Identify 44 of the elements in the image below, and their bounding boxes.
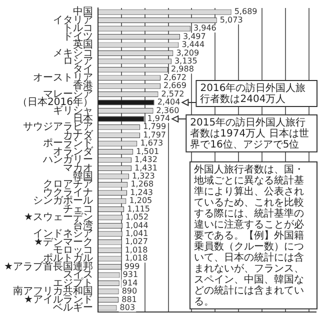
data-label: 1,797 bbox=[143, 130, 166, 140]
data-label: 1,243 bbox=[130, 188, 154, 197]
data-label: 1,205 bbox=[129, 196, 152, 206]
data-label: 3,209 bbox=[176, 48, 200, 58]
data-label: 2,404 bbox=[157, 98, 180, 107]
y-tick-label: 英国 bbox=[72, 38, 93, 51]
data-label: 1,052 bbox=[126, 212, 149, 222]
data-label: 1,115 bbox=[127, 204, 150, 214]
data-label: 3,946 bbox=[193, 24, 216, 33]
data-label: 1,974 bbox=[147, 114, 170, 123]
data-label: 1,431 bbox=[134, 163, 158, 172]
y-tick-label: イタリア bbox=[52, 14, 93, 26]
text: 外国人旅行者数は、国・地域ごとに異なる統計基準により算出、公表されているため、これを比較する際には、統計基準の違いに注意することが必要である。【例】外国籍乗員数（クルー数）について、日本の統計には含まれないが、フランス、スペイン、中国、韓国などの統計には含まれている。 bbox=[194, 164, 304, 308]
data-label: 3,135 bbox=[174, 56, 198, 66]
data-label: 3,444 bbox=[182, 40, 205, 50]
data-label: 2,572 bbox=[161, 89, 184, 98]
annotation: 2015年の訪日外国人旅行者数は1974万人 日本は世界で16位、アジアで5位 bbox=[190, 116, 309, 151]
data-label: 1,323 bbox=[132, 172, 155, 181]
data-label: 2,988 bbox=[171, 64, 194, 74]
data-label: 1,799 bbox=[143, 122, 166, 132]
y-tick-label: 台湾 bbox=[72, 219, 93, 232]
data-label: 890 bbox=[122, 286, 138, 296]
data-label: 1,018 bbox=[124, 245, 148, 254]
data-label: 881 bbox=[122, 294, 137, 304]
data-label: 5,689 bbox=[234, 7, 258, 16]
annotation: 2016年の訪日外国人旅行者数は2404万人 bbox=[200, 82, 306, 106]
data-label: 2,669 bbox=[164, 81, 186, 90]
data-label: 1,673 bbox=[140, 138, 164, 148]
data-label: 803 bbox=[120, 302, 136, 312]
data-label: 2,672 bbox=[164, 72, 187, 82]
data-label: 5,073 bbox=[220, 15, 243, 24]
data-label: 1,501 bbox=[136, 146, 160, 156]
data-label: 3,497 bbox=[182, 32, 206, 41]
data-label: 1,027 bbox=[125, 237, 148, 246]
data-label: 1,432 bbox=[134, 155, 158, 164]
y-tick-label: ★デンマーク bbox=[34, 236, 93, 248]
data-label: 1,041 bbox=[125, 229, 148, 238]
data-label: 931 bbox=[122, 270, 138, 280]
data-label: 1,018 bbox=[124, 254, 148, 263]
data-label: 1,044 bbox=[125, 220, 148, 230]
data-label: 999 bbox=[124, 262, 140, 271]
data-label: 914 bbox=[122, 278, 138, 288]
data-label: 1,268 bbox=[130, 180, 154, 189]
data-label: 2,360 bbox=[156, 106, 180, 115]
